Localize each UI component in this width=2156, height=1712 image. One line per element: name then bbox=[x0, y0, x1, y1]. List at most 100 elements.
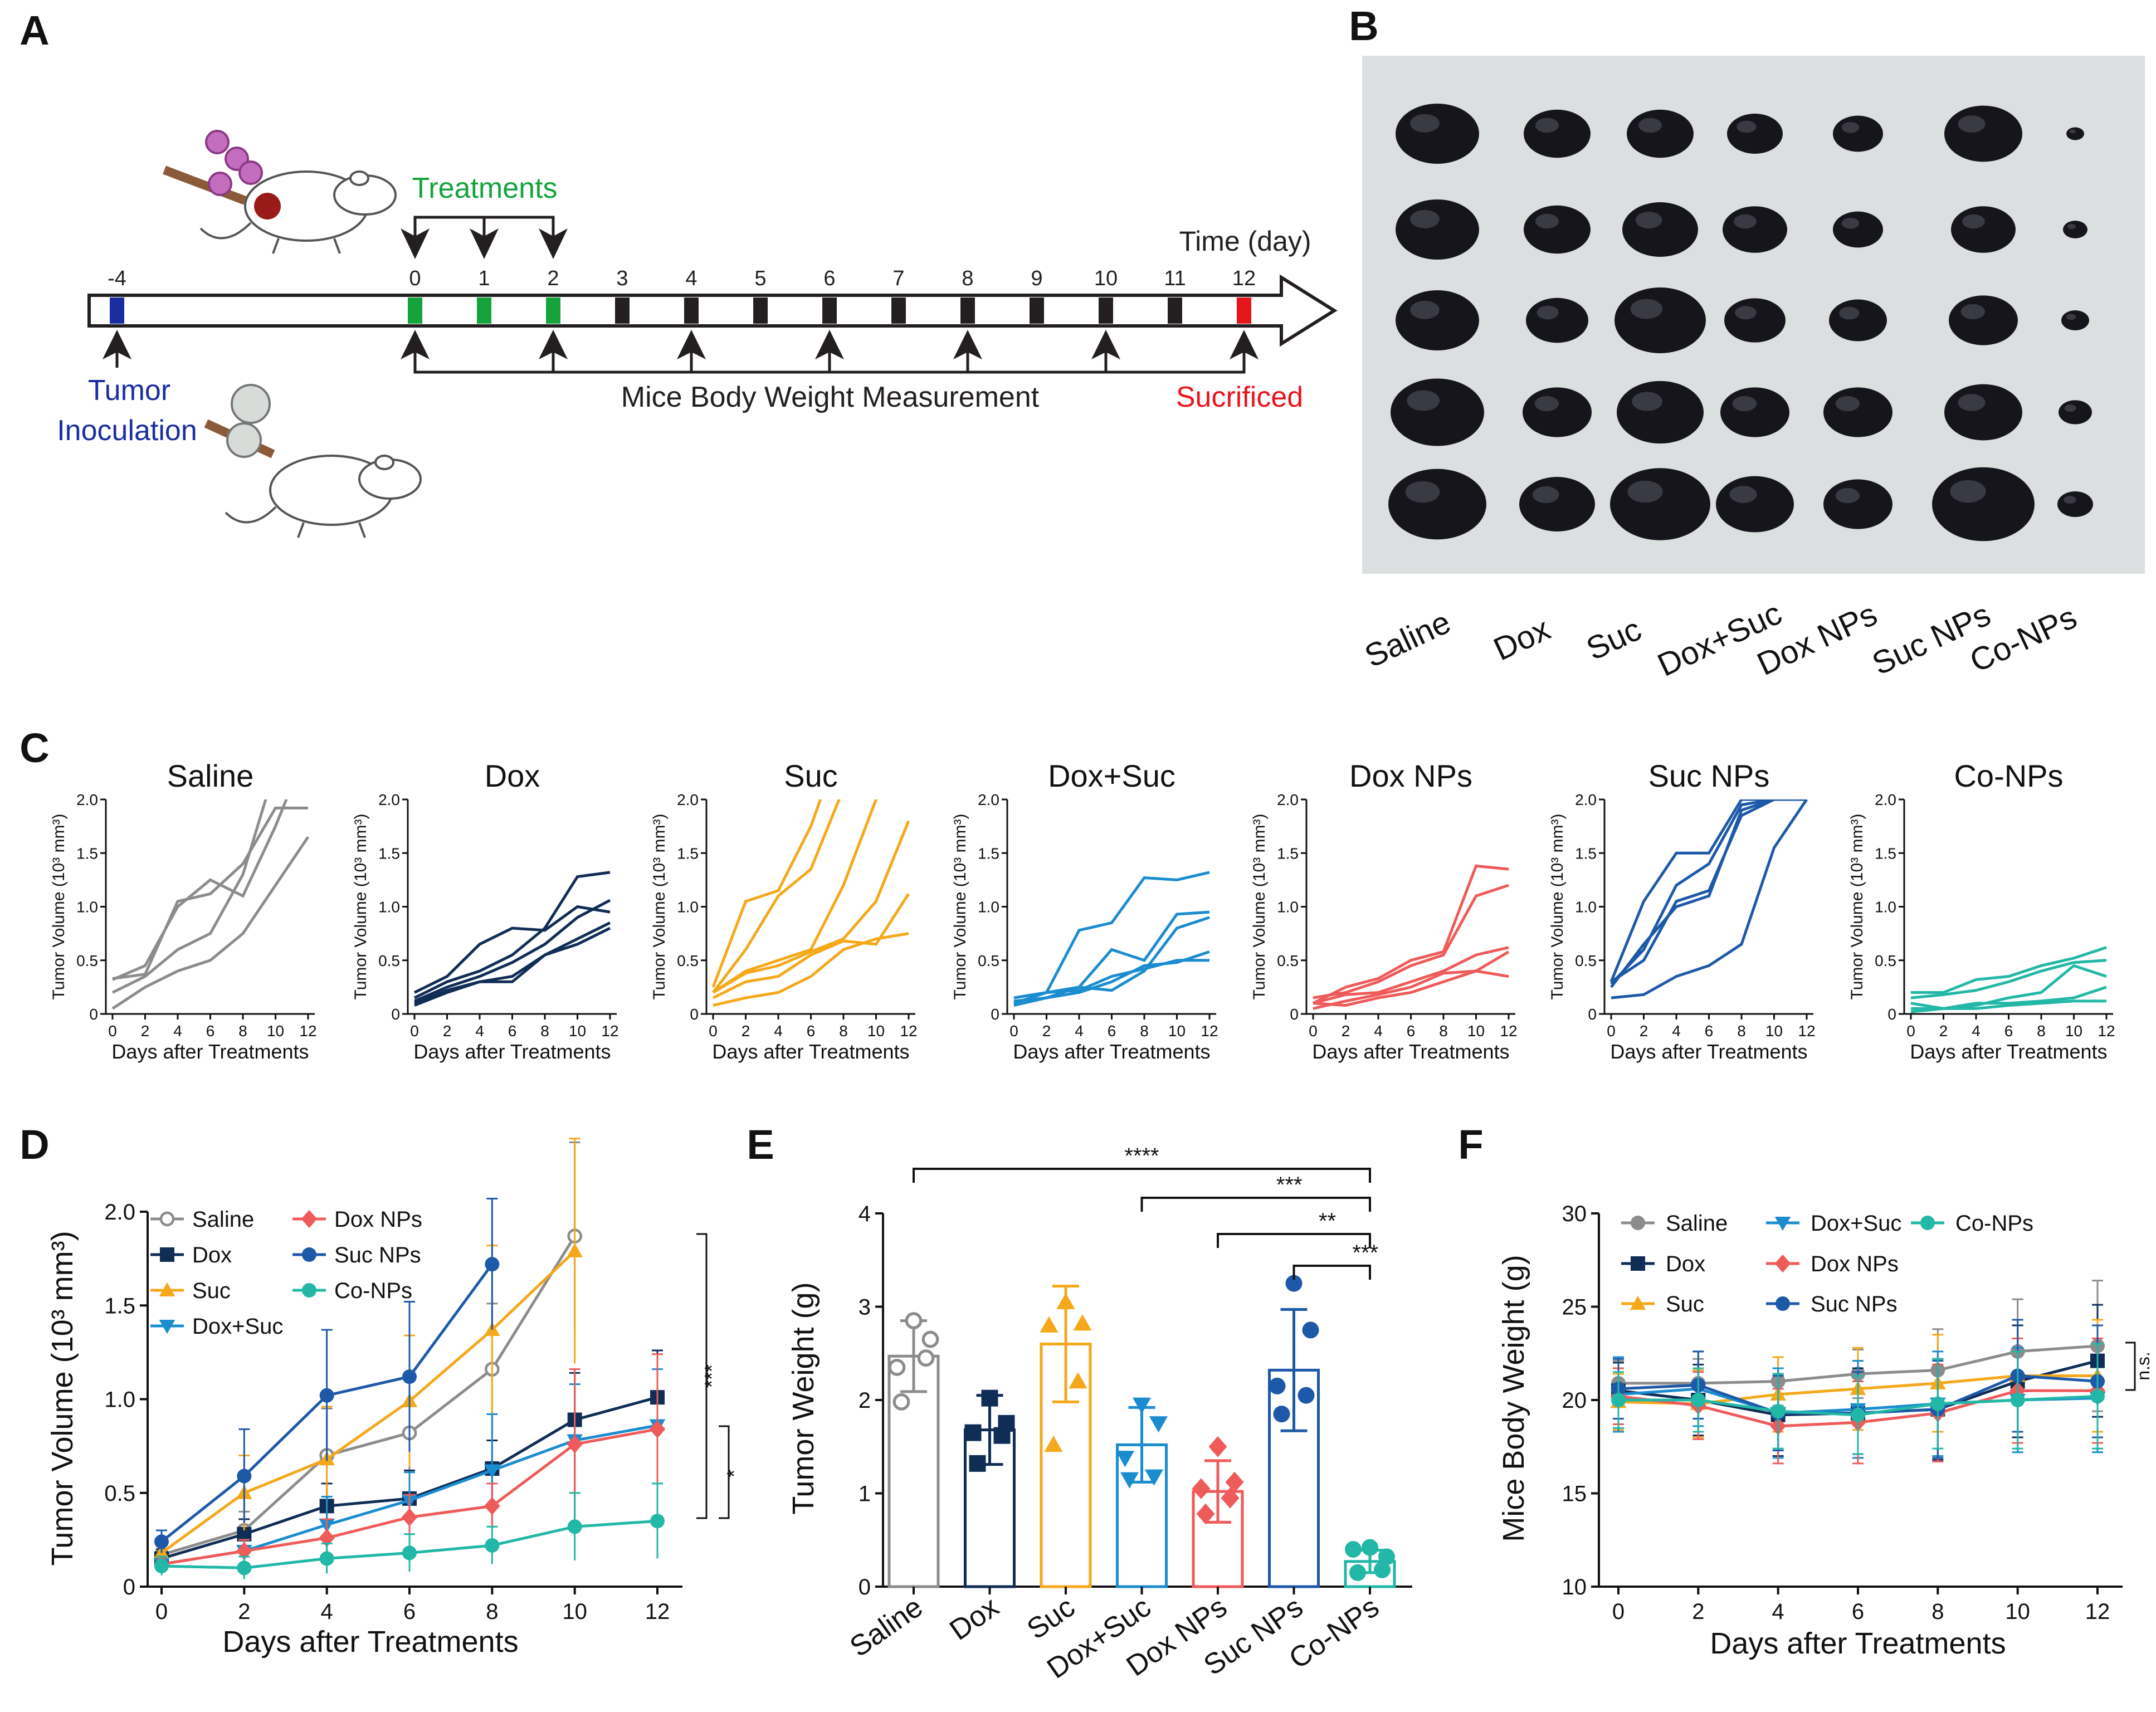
legend-swatch-marker bbox=[1631, 1256, 1645, 1271]
tumor-sample bbox=[1524, 109, 1591, 158]
individual-curve bbox=[414, 921, 611, 1007]
legend-swatch-marker bbox=[160, 1247, 174, 1262]
x-tick-label: 6 bbox=[1852, 1599, 1864, 1624]
cell-icon bbox=[231, 384, 271, 424]
particle-icon bbox=[208, 172, 232, 196]
tumor-highlight bbox=[1532, 486, 1559, 503]
data-point bbox=[2010, 1393, 2025, 1407]
tumor-sample bbox=[1396, 104, 1479, 164]
legend-label: Dox bbox=[192, 1243, 232, 1267]
arrow-up-icon bbox=[1091, 330, 1120, 359]
y-axis-title: Tumor Volume (10³ mm³) bbox=[1848, 814, 1866, 1000]
legend-swatch-marker bbox=[159, 1282, 175, 1297]
data-point bbox=[1349, 1564, 1366, 1581]
tumor-highlight bbox=[1535, 118, 1559, 133]
data-point bbox=[1208, 1436, 1227, 1457]
individual-curve bbox=[1313, 946, 1509, 1005]
data-point bbox=[921, 1330, 939, 1348]
data-point bbox=[1297, 1387, 1315, 1404]
significance-bracket bbox=[1217, 1233, 1371, 1248]
mouse-leg bbox=[333, 238, 341, 254]
individual-curve bbox=[1013, 950, 1210, 1007]
significance-label: ** bbox=[1319, 1209, 1336, 1233]
individual-curve bbox=[413, 905, 611, 994]
data-point bbox=[1145, 1469, 1163, 1486]
y-tick-label: 1.5 bbox=[1875, 845, 1896, 862]
legend-swatch-marker bbox=[1920, 1216, 1935, 1230]
timeline-tick bbox=[822, 297, 837, 324]
y-axis-title: Tumor Volume (10³ mm³) bbox=[352, 814, 370, 1000]
y-axis-title: Tumor Volume (10³ mm³) bbox=[650, 814, 669, 1000]
data-point bbox=[1192, 1478, 1211, 1499]
data-point bbox=[892, 1393, 910, 1411]
legend-label: Dox bbox=[1666, 1252, 1705, 1276]
x-tick-label: 12 bbox=[2098, 1022, 2115, 1040]
tumor-sample bbox=[1617, 381, 1704, 444]
tumor-sample bbox=[2057, 491, 2093, 518]
photo-group-label: Suc bbox=[1581, 611, 1647, 667]
legend-label: Dox+Suc bbox=[192, 1314, 283, 1339]
data-point bbox=[888, 1359, 906, 1376]
y-tick-label: 0 bbox=[859, 1575, 871, 1599]
data-point bbox=[237, 1560, 252, 1576]
tumor-highlight bbox=[1534, 396, 1559, 412]
timeline-tick bbox=[891, 297, 906, 324]
legend-swatch-marker bbox=[159, 1319, 175, 1334]
tumor-sample bbox=[1833, 115, 1883, 152]
individual-curve bbox=[1312, 864, 1509, 1004]
tumor-sample bbox=[1720, 387, 1789, 437]
data-point bbox=[485, 1538, 500, 1553]
arrow-up-icon bbox=[539, 330, 568, 359]
mini-chart-title: Dox+Suc bbox=[1048, 758, 1175, 793]
significance-bracket bbox=[696, 1233, 708, 1519]
tumor-highlight bbox=[1535, 213, 1559, 229]
timeline-day-label: 7 bbox=[892, 267, 904, 290]
data-point bbox=[1044, 1435, 1063, 1452]
y-tick-label: 2.0 bbox=[1277, 791, 1299, 808]
x-tick-label: 2 bbox=[141, 1022, 150, 1040]
tumor-sample bbox=[2061, 310, 2089, 330]
individual-curve bbox=[712, 893, 910, 999]
y-tick-label: 1.5 bbox=[378, 845, 400, 862]
y-axis-title: Tumor Weight (g) bbox=[787, 1282, 820, 1514]
legend-swatch-marker bbox=[1631, 1216, 1645, 1230]
panel-f: F 10 15 20 25 30 0 2 4 6 8 10 12 Days after Treatment… bbox=[1458, 1121, 2153, 1660]
timeline-tick bbox=[1030, 297, 1044, 324]
y-tick-label: 0 bbox=[89, 1006, 98, 1023]
significance-label: *** bbox=[700, 1364, 723, 1388]
mouse-leg bbox=[358, 522, 366, 538]
series-co-nps bbox=[154, 1482, 665, 1579]
data-point bbox=[917, 1349, 935, 1367]
panel-letter: D bbox=[19, 1121, 49, 1168]
x-tick-label: 12 bbox=[299, 1022, 316, 1040]
timeline-day-label: 11 bbox=[1164, 267, 1186, 290]
significance-bracket bbox=[1292, 1265, 1371, 1280]
tumor-highlight bbox=[1410, 300, 1440, 319]
individual-curve bbox=[1013, 910, 1210, 1003]
data-point bbox=[236, 1542, 252, 1560]
data-point bbox=[905, 1312, 923, 1329]
panel-letter: B bbox=[1349, 3, 1378, 49]
arrow-up-icon bbox=[1230, 330, 1259, 359]
x-tick-label: 4 bbox=[1374, 1022, 1383, 1040]
data-point bbox=[2090, 1389, 2105, 1404]
tumor-highlight bbox=[1405, 481, 1440, 503]
time-axis-label: Time (day) bbox=[1179, 226, 1311, 257]
panel-letter: F bbox=[1458, 1121, 1483, 1168]
tumor-sample bbox=[1526, 297, 1588, 343]
timeline-day-label: 0 bbox=[409, 267, 421, 290]
tumor-sample bbox=[1716, 476, 1794, 533]
tumor-highlight bbox=[1635, 212, 1662, 228]
arrow-up-icon bbox=[103, 330, 131, 359]
significance-bracket bbox=[719, 1425, 730, 1519]
mini-chart-title: Dox bbox=[485, 758, 540, 793]
x-tick-label: 4 bbox=[774, 1022, 783, 1040]
tumor-highlight bbox=[1950, 480, 1986, 503]
x-axis-title: Days after Treatments bbox=[222, 1625, 518, 1659]
